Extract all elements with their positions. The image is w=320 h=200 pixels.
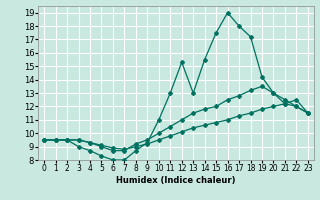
- X-axis label: Humidex (Indice chaleur): Humidex (Indice chaleur): [116, 176, 236, 185]
